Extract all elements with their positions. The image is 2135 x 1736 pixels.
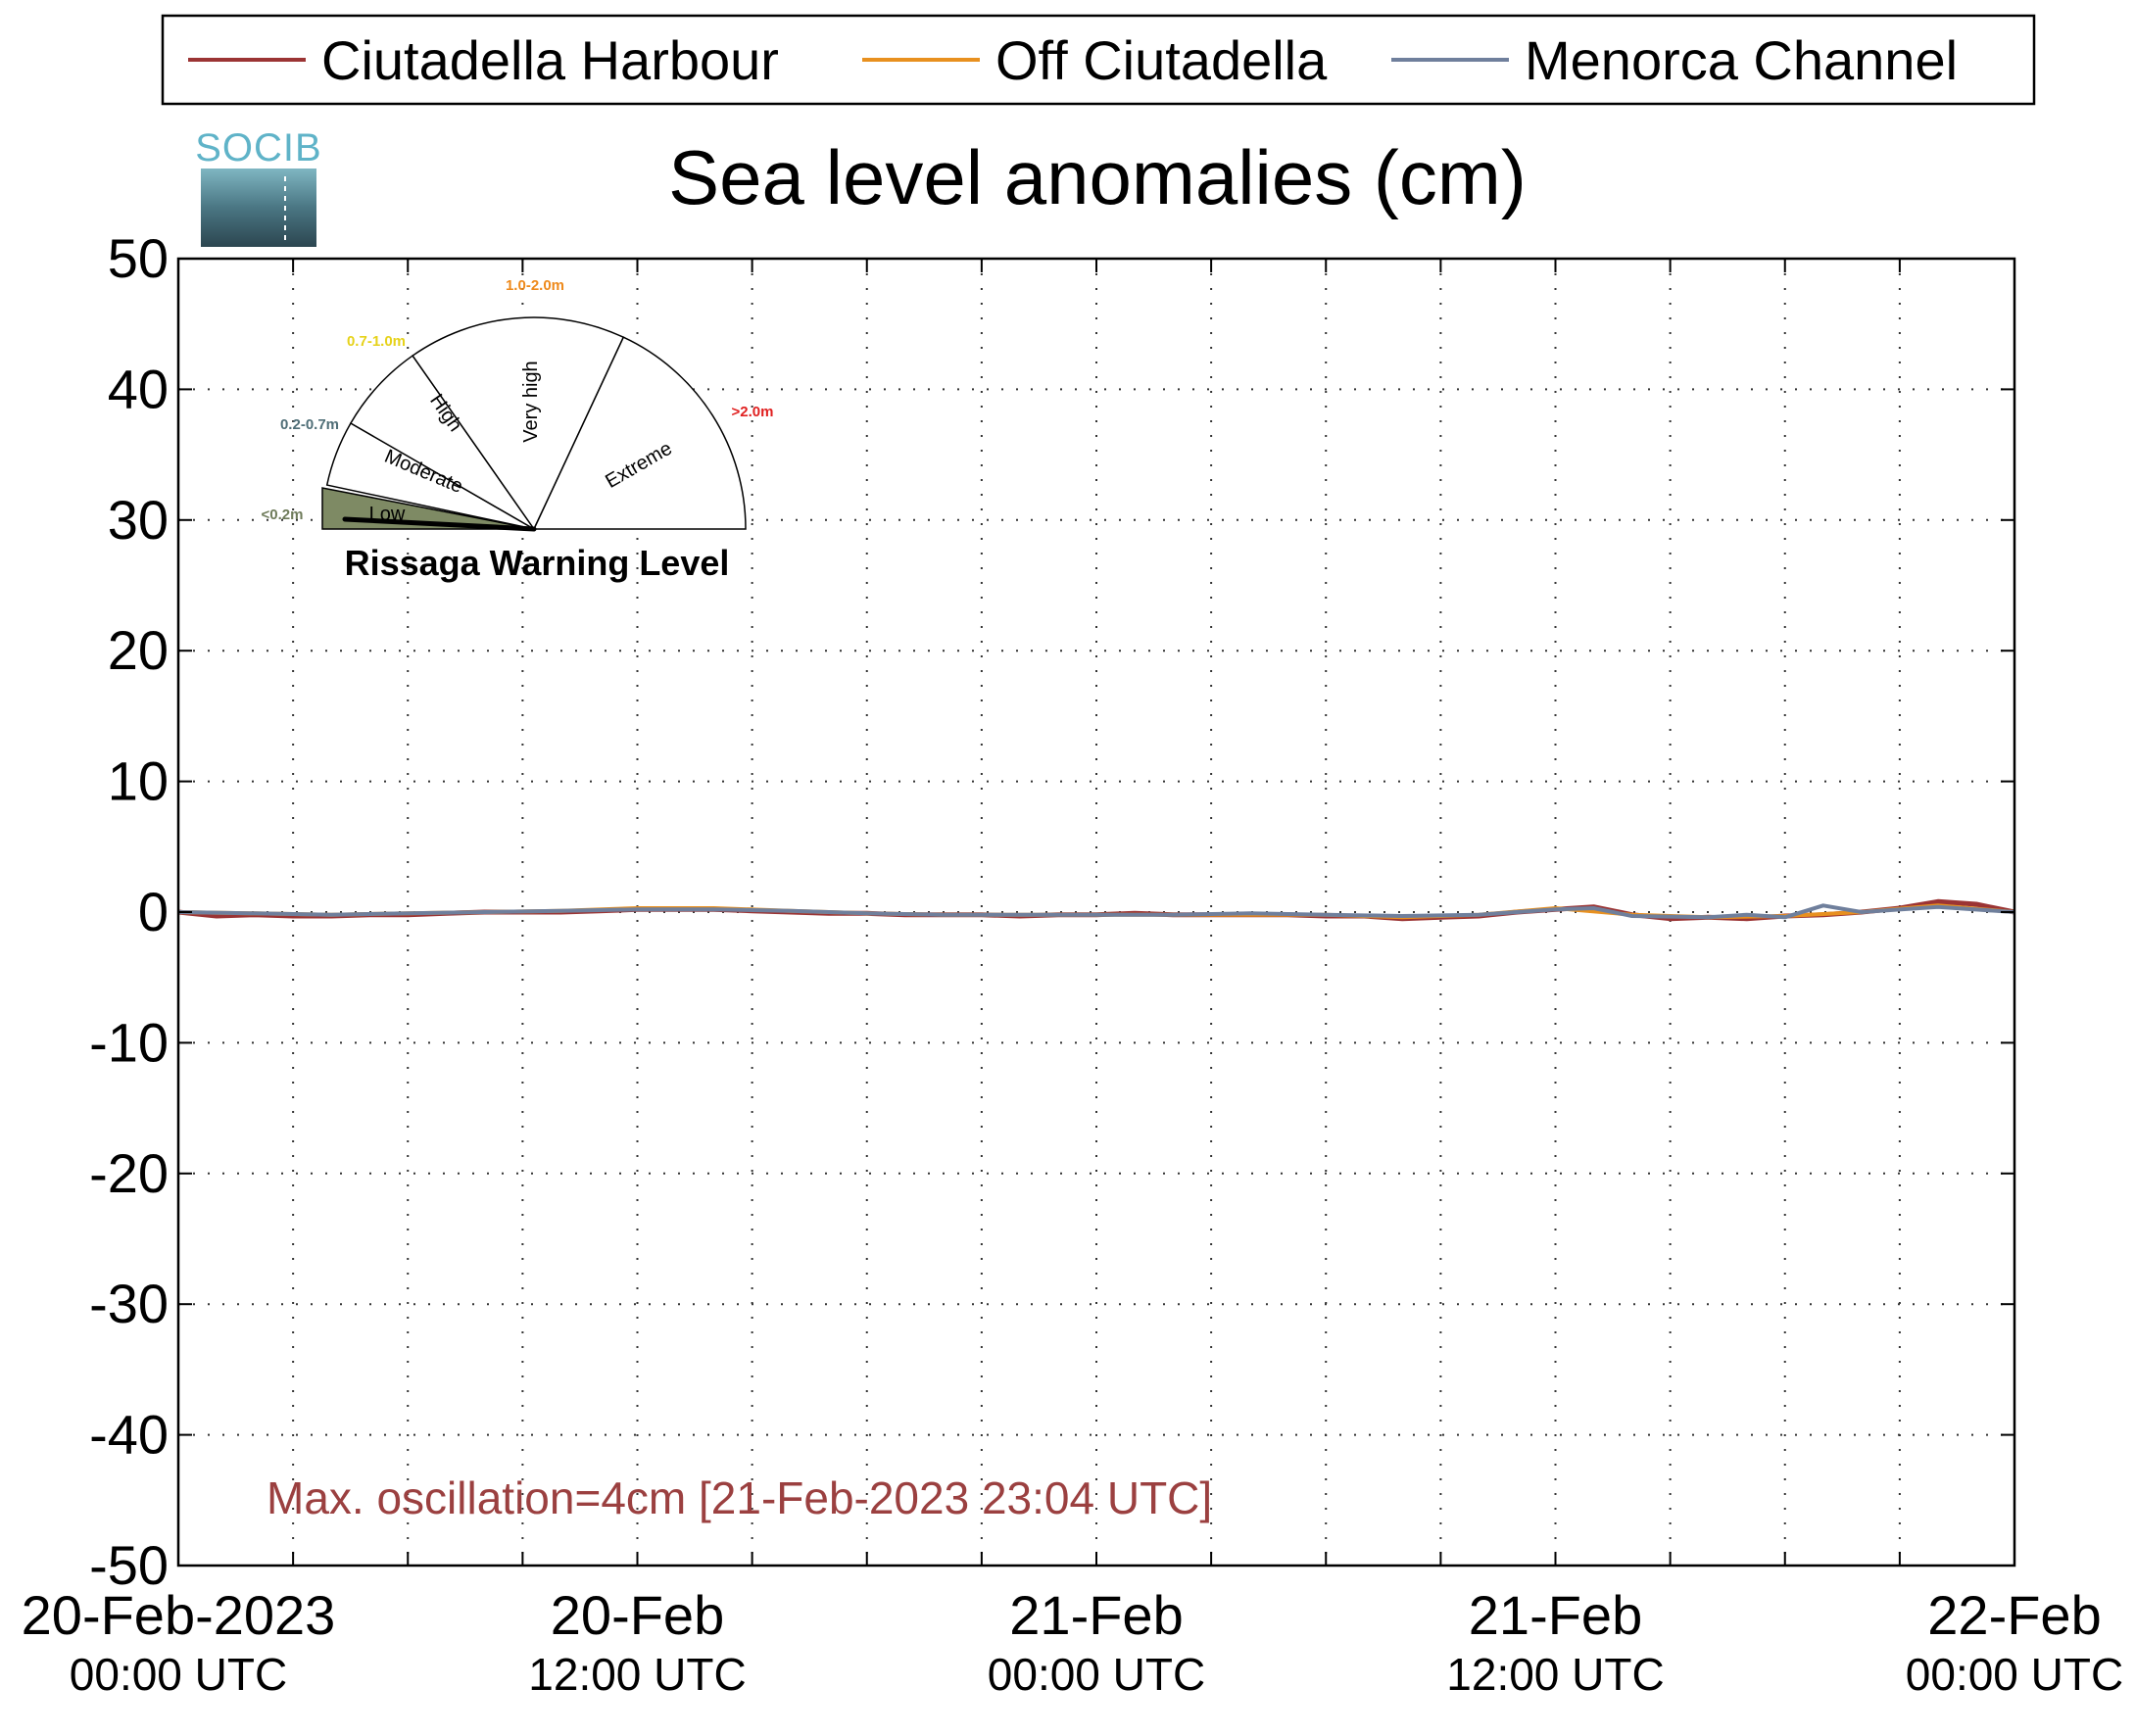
gauge-needle [342,516,537,532]
y-tick-label: -30 [89,1273,169,1334]
max-oscillation-annotation: Max. oscillation=4cm [21-Feb-2023 23:04 … [267,1472,1212,1523]
legend: Ciutadella Harbour Off Ciutadella Menorc… [161,14,2036,106]
x-tick-label-date: 21-Feb [1469,1584,1642,1646]
y-axis-tick-labels: 50 40 30 20 10 0 -10 -20 -30 -40 -50 [89,227,169,1596]
socib-logo: SOCIB [195,126,321,247]
x-tick-label-time: 12:00 UTC [1446,1649,1664,1700]
grid-lines [178,259,2014,1566]
x-tick-label-date: 22-Feb [1927,1584,2101,1646]
x-tick-label-time: 00:00 UTC [988,1649,1205,1700]
gauge-range-extreme: >2.0m [732,404,774,420]
axis-ticks [178,258,2014,1567]
x-tick-label-date: 20-Feb-2023 [22,1584,336,1646]
y-tick-label: -20 [89,1142,169,1204]
x-tick-label-time: 00:00 UTC [1906,1649,2123,1700]
y-tick-label: 50 [108,227,169,289]
series-lines [177,898,2015,922]
y-tick-label: 0 [138,881,169,942]
series-line-menorca-channel [177,903,2015,920]
y-tick-label: -10 [89,1011,169,1073]
x-tick-label-date: 20-Feb [551,1584,724,1646]
y-tick-label: 30 [108,489,169,551]
legend-label-off-ciutadella: Off Ciutadella [995,29,1328,91]
gauge-sector-extreme [532,336,747,530]
y-tick-label: 40 [108,358,169,419]
legend-label-ciutadella-harbour: Ciutadella Harbour [321,29,779,91]
gauge-range-low: <0.2m [262,506,304,523]
y-tick-label: -50 [89,1534,169,1596]
y-tick-label: 10 [108,750,169,812]
gauge-range-moderate: 0.2-0.7m [280,416,339,433]
y-tick-label: 20 [108,619,169,681]
socib-logo-text: SOCIB [195,126,321,169]
gauge-range-high: 0.7-1.0m [347,333,406,350]
gauge-range-very-high: 1.0-2.0m [506,277,564,294]
x-tick-label-time: 00:00 UTC [70,1649,287,1700]
gauge-label-very-high: Very high [520,361,542,442]
legend-label-menorca-channel: Menorca Channel [1525,29,1958,91]
gauge-title: Rissaga Warning Level [345,543,730,583]
gauge-sector-very-high [412,316,625,531]
y-tick-label: -40 [89,1404,169,1466]
x-tick-label-date: 21-Feb [1009,1584,1183,1646]
chart-title: Sea level anomalies (cm) [668,134,1527,220]
x-tick-label-time: 12:00 UTC [528,1649,746,1700]
